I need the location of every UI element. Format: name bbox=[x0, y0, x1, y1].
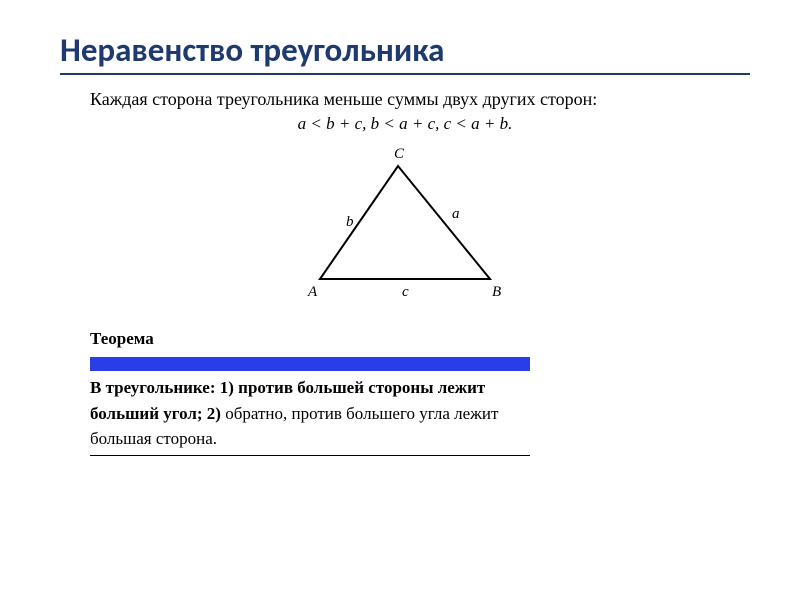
theorem-statement: Каждая сторона треугольника меньше суммы… bbox=[90, 89, 750, 110]
theorem-body: В треугольнике: 1) против большей сторон… bbox=[90, 375, 530, 452]
page-title: Неравенство треугольника bbox=[60, 30, 750, 70]
theorem-underline bbox=[90, 455, 530, 456]
theorem-block: Теорема В треугольнике: 1) против больше… bbox=[90, 329, 530, 456]
title-rule bbox=[60, 73, 750, 75]
theorem-band bbox=[90, 357, 530, 371]
side-a-label: a bbox=[452, 206, 460, 222]
vertex-C-label: C bbox=[394, 146, 405, 162]
side-b-label: b bbox=[346, 214, 354, 230]
inequalities-line: a < b + c, b < a + c, c < a + b. bbox=[60, 114, 750, 134]
vertex-B-label: B bbox=[492, 284, 501, 300]
vertex-A-label: A bbox=[307, 284, 318, 300]
triangle-diagram: A B C a b c bbox=[290, 144, 520, 304]
theorem-heading: Теорема bbox=[90, 329, 530, 349]
side-c-label: c bbox=[402, 284, 409, 300]
